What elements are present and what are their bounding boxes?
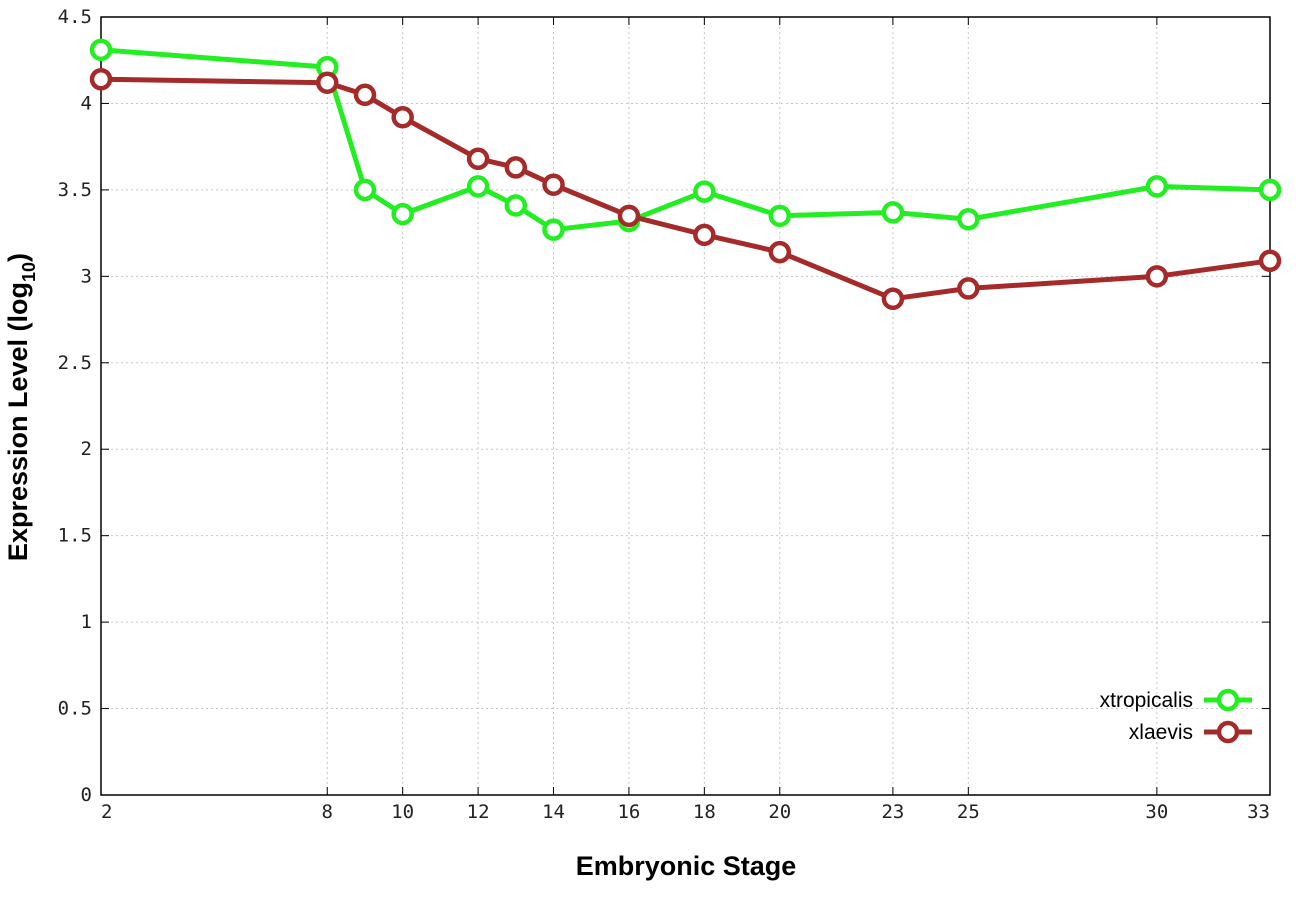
data-point-xlaevis [881, 287, 905, 311]
x-tick-label: 2 [101, 801, 112, 823]
data-point-xtropicalis [768, 204, 792, 228]
y-tick-label: 2 [81, 438, 92, 460]
x-tick-label: 25 [957, 801, 980, 823]
series-layer [89, 38, 1282, 311]
data-point-xlaevis [353, 83, 377, 107]
y-tick-label: 4.5 [58, 6, 92, 28]
data-point-xtropicalis [504, 194, 528, 217]
data-point-xlaevis [693, 223, 716, 247]
x-tick-label: 23 [881, 801, 904, 823]
y-tick-label: 3.5 [58, 179, 92, 201]
axis-ticks: 0 0.5 1 1.5 2 2.5 3 3.5 4 4.5 2 8 10 12 14 16 18 20 23 25 30… [58, 6, 1271, 823]
data-point-xtropicalis [542, 218, 565, 241]
data-point-xlaevis [617, 204, 641, 228]
data-point-xlaevis [768, 240, 792, 264]
x-tick-label: 8 [322, 801, 333, 823]
y-tick-label: 2.5 [58, 352, 92, 374]
data-point-xtropicalis [353, 178, 377, 202]
x-tick-label: 20 [768, 801, 791, 823]
data-point-xlaevis [1145, 265, 1169, 288]
data-point-xtropicalis [1145, 175, 1169, 198]
data-point-xtropicalis [391, 202, 414, 226]
data-point-xtropicalis [1258, 178, 1282, 202]
y-axis-title-close: ) [3, 253, 33, 262]
series-xlaevis [89, 67, 1282, 311]
legend-label: xtropicalis [1100, 689, 1193, 712]
data-point-xtropicalis [957, 208, 980, 231]
data-point-xtropicalis [466, 175, 490, 198]
series-line-xtropicalis [100, 47, 1271, 233]
y-axis-title: Expression Level (log10) [3, 253, 39, 561]
y-tick-label: 3 [81, 265, 92, 287]
legend-label: xlaevis [1129, 721, 1193, 744]
legend-item-xtropicalis: xtropicalis [1100, 688, 1252, 712]
data-point-xlaevis [316, 71, 339, 94]
data-point-xlaevis [542, 173, 565, 196]
data-point-xtropicalis [89, 38, 113, 62]
legend: xtropicalis xlaevis [1100, 688, 1252, 744]
y-axis-title-main: Expression Level (log [3, 282, 33, 561]
data-point-xlaevis [89, 67, 113, 91]
x-tick-label: 12 [467, 801, 490, 823]
series-xtropicalis [89, 38, 1282, 241]
x-tick-label: 10 [391, 801, 414, 823]
series-line-xlaevis [100, 76, 1271, 302]
data-point-xlaevis [391, 106, 414, 129]
x-tick-label: 33 [1247, 801, 1270, 823]
plot-area-frame [100, 16, 1271, 796]
grid-lines [101, 17, 1270, 795]
x-axis-title: Embryonic Stage [576, 851, 797, 881]
x-tick-label: 30 [1145, 801, 1168, 823]
data-point-xtropicalis [693, 180, 716, 203]
y-tick-label: 0.5 [58, 698, 92, 720]
x-tick-label: 16 [617, 801, 640, 823]
legend-swatch-marker [1216, 688, 1240, 712]
y-tick-label: 0 [81, 784, 92, 806]
data-point-xtropicalis [881, 201, 905, 224]
data-point-xlaevis [1258, 249, 1282, 273]
legend-swatch-marker [1216, 720, 1240, 744]
y-tick-label: 4 [81, 92, 92, 114]
legend-item-xlaevis: xlaevis [1129, 720, 1252, 744]
y-tick-label: 1.5 [58, 525, 92, 547]
x-tick-label: 14 [542, 801, 565, 823]
y-axis-title-subscript: 10 [19, 262, 39, 282]
y-tick-label: 1 [81, 611, 92, 633]
data-point-xlaevis [466, 147, 490, 171]
data-point-xlaevis [504, 156, 528, 179]
x-tick-label: 18 [693, 801, 716, 823]
data-point-xlaevis [957, 277, 980, 300]
